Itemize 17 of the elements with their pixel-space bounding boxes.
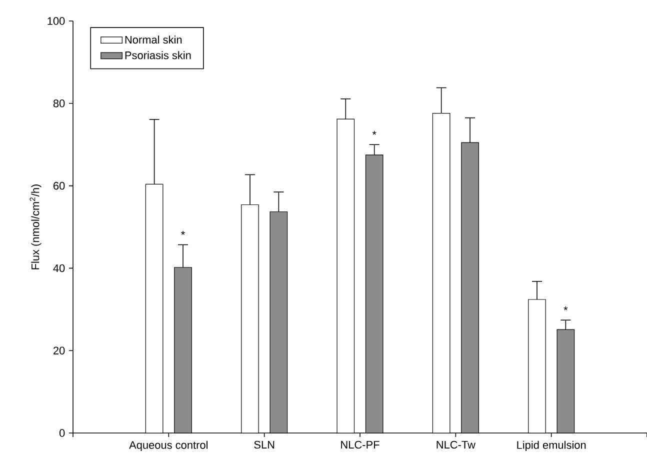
y-tick-label: 0	[59, 429, 65, 437]
y-tick-label: 60	[54, 182, 65, 190]
x-tick-label: Lipid emulsion	[517, 440, 586, 452]
y-tick-label: 40	[53, 264, 65, 272]
legend-label: Normal skin	[125, 36, 182, 44]
legend-label: Psoriasis skin	[125, 51, 191, 60]
annotation: *	[181, 230, 185, 235]
annotation: *	[372, 130, 376, 135]
y-tick-label: 100	[48, 17, 65, 25]
x-tick-label: SLN	[254, 440, 274, 449]
x-tick-label: NLC-Tw	[436, 440, 476, 449]
annotation: *	[564, 306, 568, 310]
x-tick-label: Aqueous control	[129, 440, 208, 452]
y-tick-label: 20	[54, 346, 65, 354]
x-tick-label: NLC-PF	[341, 440, 380, 449]
y-axis-title: Flux (nmol/cm$^{2}$/h)	[30, 184, 42, 270]
y-tick-label: 80	[53, 100, 65, 108]
